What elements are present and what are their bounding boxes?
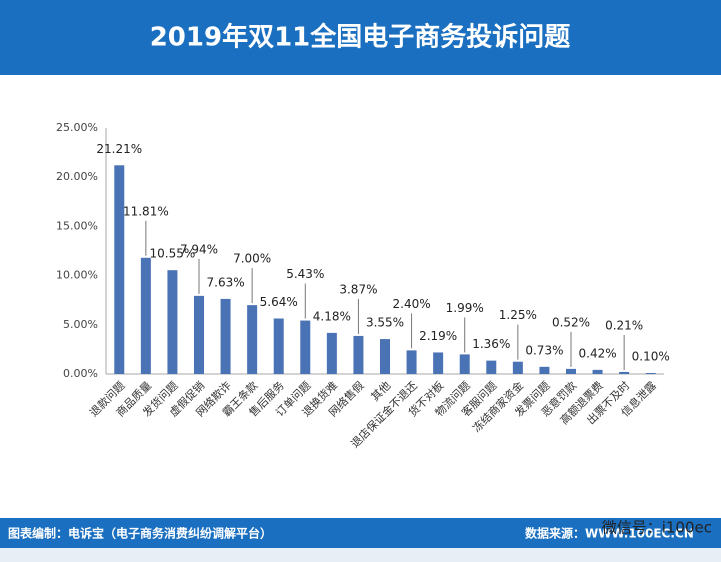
value-label: 7.94% — [180, 242, 218, 256]
y-tick-label: 5.00% — [63, 318, 98, 331]
header-band — [0, 0, 721, 75]
y-tick-label: 0.00% — [63, 367, 98, 380]
footer-credit: 图表编制：电诉宝（电子商务消费纠纷调解平台） — [8, 526, 272, 541]
bar — [353, 335, 364, 374]
y-tick-label: 20.00% — [56, 170, 98, 183]
value-label: 10.55% — [150, 247, 196, 261]
value-label: 4.18% — [313, 309, 351, 323]
value-label: 21.21% — [96, 142, 142, 156]
value-label: 0.52% — [552, 315, 590, 329]
bar — [486, 360, 497, 374]
bar — [406, 350, 417, 374]
bar — [566, 368, 576, 374]
y-tick-label: 15.00% — [56, 219, 98, 232]
value-label: 1.99% — [446, 301, 484, 315]
bar — [539, 366, 550, 374]
footer-strip — [0, 548, 721, 562]
bar — [512, 361, 523, 374]
bar — [140, 257, 151, 374]
y-tick-label: 10.00% — [56, 269, 98, 282]
value-label: 7.63% — [207, 275, 245, 289]
bar — [247, 305, 258, 374]
value-label: 3.87% — [339, 282, 377, 296]
value-label: 2.40% — [393, 297, 431, 311]
value-label: 1.25% — [499, 308, 537, 322]
chart-title: 2019年双11全国电子商务投诉问题 — [150, 22, 571, 53]
bar — [300, 320, 311, 374]
footer-band — [0, 518, 721, 548]
value-label: 3.55% — [366, 316, 404, 330]
bar — [114, 165, 125, 374]
bar — [592, 369, 603, 374]
footer-source: 数据来源：WWW.100EC.CN — [525, 526, 694, 541]
value-label: 5.43% — [286, 267, 324, 281]
value-label: 0.73% — [525, 343, 563, 357]
footer-wechat: 微信号：i100ec — [602, 519, 712, 537]
bar — [167, 270, 178, 374]
value-label: 1.36% — [472, 337, 510, 351]
value-label: 11.81% — [123, 204, 169, 218]
bar — [326, 332, 337, 374]
bar — [220, 298, 231, 374]
bar — [194, 295, 204, 374]
bar — [459, 354, 470, 374]
bar — [619, 371, 630, 374]
bar — [433, 352, 444, 374]
value-label: 2.19% — [419, 329, 457, 343]
value-label: 7.00% — [233, 252, 271, 266]
bar — [645, 373, 656, 374]
bar — [380, 339, 390, 374]
value-label: 0.21% — [605, 318, 643, 332]
value-label: 5.64% — [260, 295, 298, 309]
value-label: 0.42% — [579, 346, 617, 360]
value-label: 0.10% — [632, 350, 670, 364]
bar — [273, 318, 284, 374]
y-tick-label: 25.00% — [56, 121, 98, 134]
